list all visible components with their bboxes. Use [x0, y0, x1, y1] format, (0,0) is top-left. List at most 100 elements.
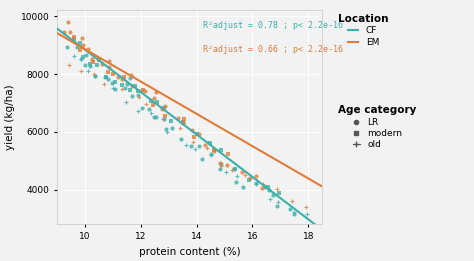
- Point: [195, 132, 203, 136]
- Point: [70, 54, 77, 58]
- Point: [161, 114, 168, 118]
- Point: [174, 116, 182, 120]
- Point: [138, 106, 146, 110]
- Point: [87, 64, 94, 68]
- Point: [253, 182, 260, 186]
- Point: [179, 120, 186, 124]
- Point: [264, 185, 272, 189]
- Point: [241, 173, 249, 177]
- Point: [258, 186, 266, 190]
- Point: [108, 81, 115, 85]
- Point: [152, 115, 160, 119]
- Point: [180, 121, 187, 125]
- Point: [274, 199, 282, 204]
- Point: [191, 147, 199, 151]
- Point: [179, 120, 187, 124]
- Point: [207, 152, 214, 157]
- Point: [210, 149, 218, 153]
- Point: [146, 107, 153, 111]
- Point: [131, 84, 139, 88]
- Point: [127, 73, 135, 77]
- Point: [266, 197, 274, 201]
- Point: [81, 63, 89, 67]
- Point: [148, 111, 155, 115]
- Point: [288, 199, 296, 203]
- Point: [217, 148, 224, 152]
- Point: [190, 135, 198, 139]
- Point: [159, 117, 167, 121]
- Point: [70, 35, 78, 40]
- Point: [93, 63, 101, 67]
- Point: [260, 181, 267, 186]
- Point: [100, 82, 108, 86]
- Point: [265, 188, 273, 192]
- Point: [216, 167, 224, 171]
- Point: [84, 47, 91, 51]
- Point: [180, 117, 188, 121]
- Point: [287, 207, 294, 211]
- Point: [90, 72, 98, 76]
- Point: [302, 205, 310, 209]
- Point: [126, 87, 134, 92]
- Point: [86, 61, 93, 66]
- Legend: LR, modern, old: LR, modern, old: [337, 104, 418, 151]
- X-axis label: protein content (%): protein content (%): [139, 247, 240, 257]
- Point: [109, 72, 117, 76]
- Point: [138, 87, 146, 92]
- Point: [102, 75, 109, 79]
- Point: [78, 36, 86, 40]
- Point: [111, 80, 118, 84]
- Point: [60, 30, 67, 34]
- Point: [158, 107, 165, 111]
- Point: [164, 130, 171, 134]
- Point: [273, 204, 281, 208]
- Point: [167, 119, 175, 123]
- Point: [239, 185, 247, 189]
- Point: [70, 37, 78, 41]
- Point: [77, 69, 85, 73]
- Point: [118, 76, 126, 81]
- Y-axis label: yield (kg/ha): yield (kg/ha): [5, 85, 15, 150]
- Point: [135, 109, 142, 114]
- Point: [91, 74, 99, 78]
- Point: [64, 20, 72, 24]
- Point: [291, 209, 298, 213]
- Point: [139, 88, 146, 92]
- Point: [134, 93, 142, 97]
- Point: [142, 89, 149, 93]
- Point: [104, 77, 112, 81]
- Point: [206, 141, 214, 145]
- Point: [95, 58, 102, 63]
- Point: [105, 65, 112, 69]
- Point: [232, 180, 239, 184]
- Point: [118, 83, 126, 87]
- Point: [104, 70, 111, 74]
- Point: [121, 86, 129, 90]
- Point: [150, 115, 158, 119]
- Point: [65, 63, 73, 67]
- Point: [246, 176, 254, 180]
- Point: [187, 144, 194, 148]
- Point: [76, 41, 84, 45]
- Point: [210, 148, 218, 152]
- Point: [118, 87, 126, 91]
- Point: [253, 174, 260, 178]
- Point: [80, 55, 87, 59]
- Point: [303, 212, 310, 216]
- Point: [223, 163, 230, 167]
- Point: [101, 75, 109, 79]
- Point: [207, 153, 215, 157]
- Point: [149, 103, 156, 108]
- Point: [189, 128, 196, 132]
- Point: [89, 60, 97, 64]
- Point: [176, 126, 184, 130]
- Point: [115, 75, 122, 79]
- Text: R²adjust = 0.66 ; p< 2.2e-16: R²adjust = 0.66 ; p< 2.2e-16: [203, 45, 343, 54]
- Point: [73, 45, 81, 49]
- Point: [82, 53, 90, 57]
- Point: [275, 191, 283, 195]
- Point: [273, 187, 281, 191]
- Point: [169, 126, 176, 130]
- Point: [231, 167, 239, 171]
- Point: [147, 99, 155, 104]
